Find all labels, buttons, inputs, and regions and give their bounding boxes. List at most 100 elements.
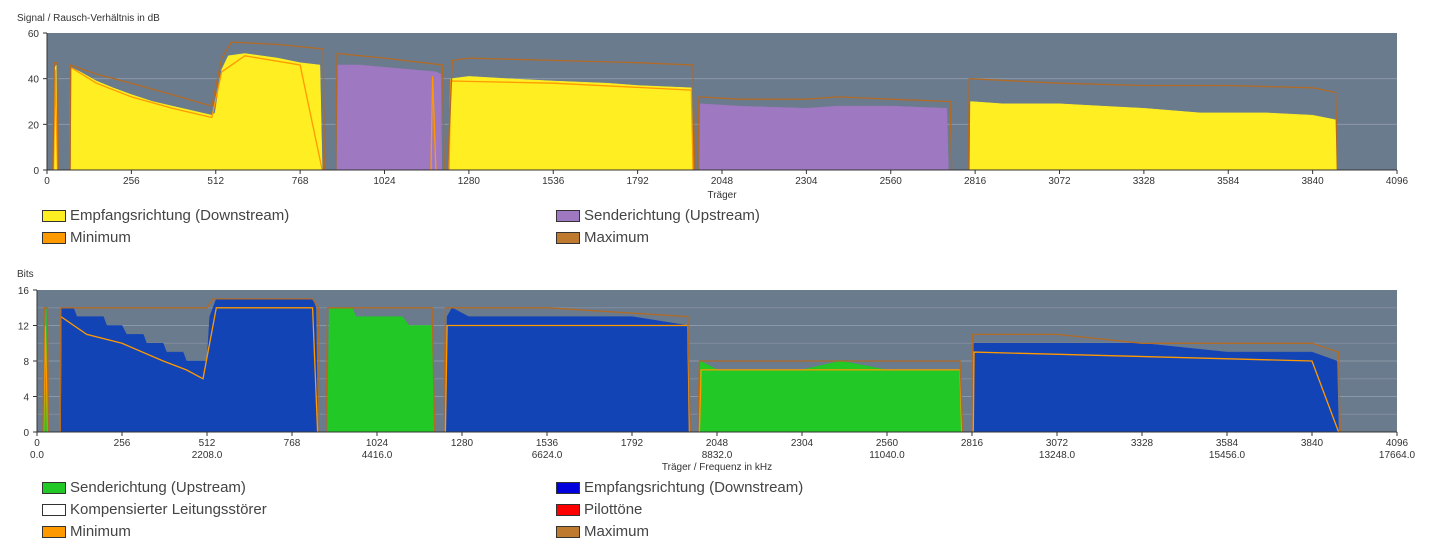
series-line-segment xyxy=(59,307,319,433)
series-line-segment xyxy=(59,298,320,433)
legend-item[interactable]: Pilottöne xyxy=(556,501,642,518)
x-tick-label: 3072 xyxy=(1048,176,1071,187)
legend-item[interactable]: Minimum xyxy=(42,523,131,540)
series-area-segment xyxy=(327,307,435,433)
x-tick-label: 512 xyxy=(199,438,216,449)
x-tick-label: 3584 xyxy=(1216,438,1239,449)
x-tick-label: 2048 xyxy=(706,438,729,449)
x-tick-label: 2816 xyxy=(961,438,984,449)
x-tick-label: 3840 xyxy=(1301,438,1324,449)
x-tick-label: 3072 xyxy=(1046,438,1069,449)
series-line-segment xyxy=(430,76,437,171)
legend-item[interactable]: Empfangsrichtung (Downstream) xyxy=(42,207,289,224)
series-line-segment xyxy=(325,307,436,433)
legend-swatch xyxy=(556,481,580,494)
x-tick-label: 1280 xyxy=(458,176,481,187)
series-senderichtung-upstream- xyxy=(43,307,962,433)
x-tick-label: 3584 xyxy=(1217,176,1240,187)
y-tick-label: 40 xyxy=(28,75,40,86)
series-area-segment xyxy=(699,360,962,433)
legend-swatch xyxy=(556,209,580,222)
legend-label: Pilottöne xyxy=(584,501,643,518)
legend-item[interactable]: Kompensierter Leitungsstörer xyxy=(42,501,267,518)
x-secondary-tick-label: 8832.0 xyxy=(702,450,733,461)
y-tick-label: 60 xyxy=(28,29,40,40)
legend-label: Senderichtung (Upstream) xyxy=(70,479,246,496)
x-tick-label: 2304 xyxy=(791,438,814,449)
series-empfangsrichtung-downstream- xyxy=(59,298,1339,433)
y-tick-label: 4 xyxy=(23,393,29,404)
x-secondary-tick-label: 6624.0 xyxy=(532,450,563,461)
legend-label: Empfangsrichtung (Downstream) xyxy=(70,207,290,224)
series-area-segment xyxy=(973,343,1339,433)
series-senderichtung-upstream- xyxy=(336,64,949,171)
x-secondary-tick-label: 13248.0 xyxy=(1039,450,1076,461)
series-line-segment xyxy=(69,55,323,171)
series-line-segment xyxy=(42,325,49,433)
x-tick-label: 4096 xyxy=(1386,176,1409,187)
series-area-segment xyxy=(69,53,323,171)
x-secondary-tick-label: 17664.0 xyxy=(1379,450,1416,461)
legend-swatch xyxy=(42,231,66,244)
legend-item[interactable]: Senderichtung (Upstream) xyxy=(556,207,760,224)
x-tick-label: 768 xyxy=(292,176,309,187)
series-line-segment xyxy=(697,96,953,171)
x-tick-label: 1536 xyxy=(542,176,565,187)
y-axis-label: Bits xyxy=(17,269,34,280)
series-line-segment xyxy=(52,62,59,171)
series-line-segment xyxy=(698,369,963,433)
series-area-segment xyxy=(699,103,949,171)
legend-label: Minimum xyxy=(70,229,131,246)
legend-item[interactable]: Minimum xyxy=(42,229,131,246)
x-tick-label: 2304 xyxy=(795,176,818,187)
legend-item[interactable]: Senderichtung (Upstream) xyxy=(42,479,246,496)
legend-label: Kompensierter Leitungsstörer xyxy=(70,501,267,518)
x-tick-label: 0 xyxy=(34,438,40,449)
series-line-segment xyxy=(69,41,326,171)
series-line-segment xyxy=(972,351,1340,433)
x-secondary-tick-label: 11040.0 xyxy=(869,450,905,461)
x-tick-label: 256 xyxy=(114,438,131,449)
x-tick-label: 3328 xyxy=(1133,176,1156,187)
legend-item[interactable]: Empfangsrichtung (Downstream) xyxy=(556,479,803,496)
legend-swatch xyxy=(556,231,580,244)
x-tick-label: 4096 xyxy=(1386,438,1409,449)
x-secondary-tick-label: 0.0 xyxy=(30,450,44,461)
series-area-segment xyxy=(448,76,694,171)
x-secondary-tick-label: 15456.0 xyxy=(1209,450,1246,461)
y-tick-label: 8 xyxy=(23,357,29,368)
series-line-segment xyxy=(443,307,692,433)
legend-swatch xyxy=(42,481,66,494)
y-tick-label: 0 xyxy=(23,428,29,439)
series-maximum xyxy=(42,298,1341,433)
legend-swatch xyxy=(556,503,580,516)
x-tick-label: 1792 xyxy=(621,438,644,449)
legend-label: Maximum xyxy=(584,523,650,540)
x-tick-label: 0 xyxy=(44,176,50,187)
series-area-segment xyxy=(336,64,443,171)
x-tick-label: 1280 xyxy=(451,438,474,449)
series-line-segment xyxy=(446,57,696,171)
x-tick-label: 3840 xyxy=(1302,176,1325,187)
x-axis-label: Träger xyxy=(707,190,737,201)
x-tick-label: 2048 xyxy=(711,176,734,187)
x-tick-label: 1024 xyxy=(373,176,396,187)
x-tick-label: 2816 xyxy=(964,176,987,187)
y-tick-label: 0 xyxy=(33,166,39,177)
x-tick-label: 256 xyxy=(123,176,140,187)
x-tick-label: 768 xyxy=(284,438,301,449)
legend-swatch xyxy=(42,209,66,222)
legend-label: Minimum xyxy=(70,523,131,540)
series-line-segment xyxy=(697,360,964,433)
y-tick-label: 20 xyxy=(28,120,40,131)
legend-label: Maximum xyxy=(584,229,650,246)
legend-item[interactable]: Maximum xyxy=(556,523,649,540)
legend-label: Empfangsrichtung (Downstream) xyxy=(584,479,804,496)
legend-item[interactable]: Maximum xyxy=(556,229,649,246)
x-secondary-tick-label: 4416.0 xyxy=(362,450,393,461)
legend-label: Senderichtung (Upstream) xyxy=(584,207,760,224)
series-empfangsrichtung-downstream- xyxy=(53,53,1338,171)
x-tick-label: 1792 xyxy=(627,176,650,187)
x-secondary-tick-label: 2208.0 xyxy=(192,450,223,461)
